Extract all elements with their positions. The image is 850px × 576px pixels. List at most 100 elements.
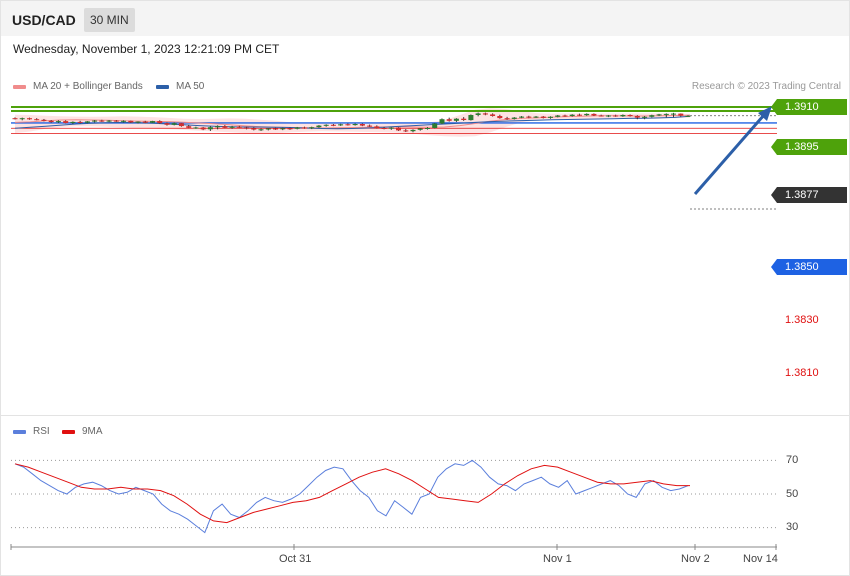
candle-body xyxy=(511,117,517,119)
candle-body xyxy=(627,115,633,117)
candle-body xyxy=(121,120,126,122)
credit-text: Research © 2023 Trading Central xyxy=(691,81,841,92)
candle-body xyxy=(352,124,358,126)
candle-body xyxy=(106,120,112,122)
rsi-level-50: 50 xyxy=(786,488,799,500)
candle-body xyxy=(656,114,662,116)
candle-body xyxy=(309,127,315,129)
candle-body xyxy=(526,116,532,118)
candle-body xyxy=(113,120,119,122)
timeframe-button[interactable]: 30 MIN xyxy=(84,8,135,32)
candle-body xyxy=(620,115,626,117)
candle-body xyxy=(236,126,242,128)
forecast-arrowhead xyxy=(758,106,772,121)
candle-body xyxy=(555,115,561,117)
candle-body xyxy=(439,119,445,124)
candle-body xyxy=(77,121,83,123)
candle-body xyxy=(649,115,655,117)
candle-body xyxy=(533,116,539,118)
ma20-line xyxy=(14,114,691,129)
candle-body xyxy=(55,121,61,123)
ma20-label: MA 20 + Bollinger Bands xyxy=(33,81,143,92)
candle-body xyxy=(482,113,488,115)
candle-body xyxy=(663,113,669,115)
candle-body xyxy=(540,116,546,118)
candle-body xyxy=(671,113,676,115)
legend-ma20: MA 20 + Bollinger Bands xyxy=(13,81,143,92)
candle-body xyxy=(157,121,163,124)
candle-body xyxy=(164,123,170,125)
candle-body xyxy=(70,121,76,123)
legend-ma50: MA 50 xyxy=(156,81,204,92)
candle-body xyxy=(569,114,575,116)
candle-body xyxy=(19,118,25,120)
candle-body xyxy=(84,121,90,123)
candle-body xyxy=(186,126,192,128)
candle-body xyxy=(171,123,177,125)
ma50-line xyxy=(14,115,691,130)
candle-body xyxy=(316,125,322,128)
candle-body xyxy=(323,124,329,126)
rsi-line xyxy=(14,459,689,534)
candle-body xyxy=(229,126,235,128)
candle-body xyxy=(678,113,684,116)
candle-body xyxy=(453,118,459,121)
candle-body xyxy=(128,120,134,123)
x-label-nov14: Nov 14 xyxy=(743,553,778,565)
candle-body xyxy=(562,115,568,117)
candle-body xyxy=(359,124,365,126)
price-label-1-3910: 1.3910 xyxy=(771,99,847,115)
candle-body xyxy=(497,116,503,119)
candle-body xyxy=(27,118,32,120)
candle-body xyxy=(490,114,496,116)
x-label-nov1: Nov 1 xyxy=(543,553,572,565)
candle-body xyxy=(475,113,481,115)
candle-body xyxy=(34,119,40,121)
candle-body xyxy=(591,113,597,116)
rsi-level-30: 30 xyxy=(786,521,799,533)
candle-body xyxy=(410,129,416,132)
candle-body xyxy=(48,120,54,123)
candle-body xyxy=(345,124,351,126)
candle-body xyxy=(302,127,307,129)
rsi-swatch xyxy=(13,429,26,434)
candle-body xyxy=(461,118,467,120)
candle-body xyxy=(548,116,553,118)
timestamp: Wednesday, November 1, 2023 12:21:09 PM … xyxy=(13,42,280,56)
candle-body xyxy=(374,126,380,128)
price-label-1-3810: 1.3810 xyxy=(785,367,819,379)
candle-body xyxy=(403,130,409,132)
panel-divider xyxy=(1,415,849,416)
candle-body xyxy=(338,124,344,126)
candle-body xyxy=(92,120,98,122)
x-label-nov2: Nov 2 xyxy=(681,553,710,565)
ma50-swatch xyxy=(156,84,169,89)
ma20-swatch xyxy=(13,84,26,89)
candle-body xyxy=(584,113,590,116)
toolbar: USD/CAD 30 MIN xyxy=(1,1,849,36)
candle-body xyxy=(446,119,452,121)
rsi-level-70: 70 xyxy=(786,454,799,466)
candle-body xyxy=(598,115,604,117)
symbol-title: USD/CAD xyxy=(12,12,76,28)
candle-body xyxy=(417,128,423,130)
candle-body xyxy=(251,128,257,130)
ma9-legend-label: 9MA xyxy=(82,426,103,437)
candle-body xyxy=(634,116,640,118)
candle-body xyxy=(367,125,373,127)
price-label-1-3877: 1.3877 xyxy=(771,187,847,203)
candle-body xyxy=(99,120,105,122)
candle-body xyxy=(294,127,300,129)
candle-body xyxy=(142,121,148,123)
candle-body xyxy=(504,118,510,120)
candle-body xyxy=(41,119,47,121)
rsi-legend-label: RSI xyxy=(33,426,50,437)
rsi-ma-line xyxy=(14,463,690,524)
candle-body xyxy=(396,127,401,131)
candle-body xyxy=(215,126,221,128)
x-label-oct31: Oct 31 xyxy=(279,553,312,565)
candle-body xyxy=(388,127,394,129)
candle-body xyxy=(280,128,286,130)
ma50-label: MA 50 xyxy=(176,81,205,92)
